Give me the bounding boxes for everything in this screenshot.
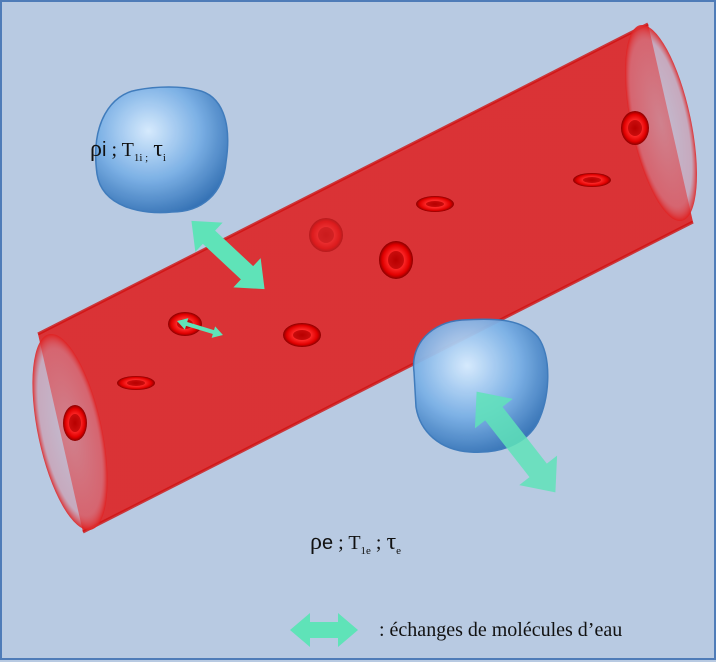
- red-blood-cell: [621, 111, 649, 145]
- intracellular-cell: [95, 86, 229, 214]
- extracellular-parameters-label: ρe ; T1e ; τe: [310, 529, 401, 557]
- tau-subscript: e: [396, 545, 402, 557]
- t1-subscript: 1i ;: [133, 152, 149, 164]
- rho-symbol: ρ: [90, 136, 102, 162]
- red-blood-cell: [416, 196, 454, 212]
- red-blood-cell: [63, 405, 87, 441]
- intracellular-parameters-label: ρi ; T1i ; τi: [90, 136, 166, 164]
- tau-subscript: i: [162, 152, 166, 164]
- small-exchange-arrow: [177, 318, 223, 338]
- vessel-top-edge: [37, 22, 649, 336]
- separator: ;: [333, 532, 349, 554]
- legend-arrow-icon: [290, 613, 358, 647]
- rho-symbol: ρ: [310, 529, 322, 555]
- rho-subscript: e: [321, 532, 334, 554]
- t1-symbol: T: [348, 532, 361, 554]
- exchange-arrow-intracellular: [191, 220, 265, 290]
- t1-subscript: 1e: [360, 545, 371, 557]
- red-blood-cell: [379, 241, 413, 279]
- separator: ;: [370, 532, 387, 554]
- tau-symbol: τ: [386, 529, 397, 555]
- rho-subscript: i: [101, 139, 107, 161]
- exchange-arrow-extracellular: [474, 391, 558, 493]
- red-blood-cell: [309, 218, 343, 252]
- red-blood-cell: [283, 323, 321, 347]
- red-blood-cell: [573, 173, 611, 187]
- vessel-body: [38, 24, 693, 532]
- t1-symbol: T: [121, 139, 134, 161]
- separator: ;: [106, 139, 122, 161]
- red-blood-cells: [63, 111, 649, 441]
- red-blood-cell: [117, 376, 155, 390]
- vessel-far-cap: [625, 24, 697, 222]
- extracellular-cell: [412, 318, 549, 454]
- tau-symbol: τ: [153, 136, 163, 162]
- vessel-bottom-edge: [82, 220, 694, 534]
- legend-text: : échanges de molécules d’eau: [379, 619, 623, 641]
